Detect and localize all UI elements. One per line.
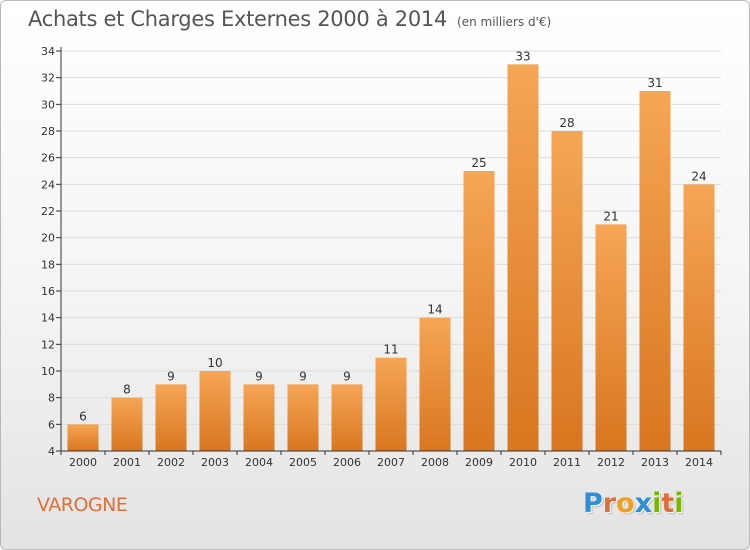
value-label: 31	[647, 76, 662, 90]
logo-letter: t	[661, 488, 675, 519]
x-tick-label: 2012	[597, 456, 625, 469]
x-tick-label: 2010	[509, 456, 537, 469]
x-tick-label: 2014	[685, 456, 713, 469]
x-tick-label: 2002	[157, 456, 185, 469]
title-main: Achats et Charges Externes 2000 à 2014	[28, 7, 448, 31]
bar-2014	[683, 184, 715, 452]
y-tick-label: 22	[41, 205, 55, 218]
x-tick-label: 2003	[201, 456, 229, 469]
x-tick-label: 2013	[641, 456, 669, 469]
label-layer: 4 6 8 10 12 14 16 18 20 22 24 26 28 30 32 34 2000 6 2001 8 2…	[41, 45, 713, 469]
x-tick-label: 2007	[377, 456, 405, 469]
y-tick-label: 18	[41, 258, 55, 271]
x-tick-label: 2008	[421, 456, 449, 469]
place-name: VAROGNE	[37, 494, 128, 516]
y-tick-label: 24	[41, 178, 55, 191]
logo-letter: i	[652, 488, 662, 519]
value-label: 11	[383, 343, 398, 357]
x-tick-label: 2011	[553, 456, 581, 469]
value-label: 6	[79, 409, 87, 423]
y-tick-label: 26	[41, 152, 55, 165]
y-tick-label: 8	[48, 392, 55, 405]
bar-2000	[67, 424, 99, 451]
y-tick-label: 14	[41, 312, 55, 325]
bar-2005	[287, 384, 319, 451]
bar-2013	[639, 91, 671, 451]
bar-2004	[243, 384, 275, 451]
x-tick-label: 2006	[333, 456, 361, 469]
title-unit: (en milliers d'€)	[457, 15, 552, 29]
x-tick-label: 2001	[113, 456, 141, 469]
value-label: 9	[167, 369, 175, 383]
y-tick-label: 12	[41, 338, 55, 351]
bar-2003	[199, 371, 231, 451]
logo-letter: r	[602, 488, 617, 519]
y-tick-label: 4	[48, 445, 55, 458]
logo-letter: i	[674, 488, 684, 519]
chart-title: Achats et Charges Externes 2000 à 2014 (e…	[28, 7, 551, 31]
logo-letter: x	[634, 488, 653, 519]
bar-2008	[419, 317, 451, 451]
bar-2009	[463, 171, 495, 451]
value-label: 28	[559, 116, 574, 130]
y-tick-label: 30	[41, 98, 55, 111]
x-tick-label: 2005	[289, 456, 317, 469]
y-tick-label: 16	[41, 285, 55, 298]
y-tick-label: 6	[48, 418, 55, 431]
logo-letter: P	[583, 488, 603, 519]
bar-layer	[67, 64, 715, 452]
logo-letter: o	[616, 488, 635, 519]
y-tick-label: 28	[41, 125, 55, 138]
bar-2006	[331, 384, 363, 451]
value-label: 33	[515, 49, 530, 63]
value-label: 9	[255, 369, 263, 383]
proxiti-logo: Proxiti	[583, 488, 684, 519]
bar-2007	[375, 357, 407, 451]
x-tick-label: 2000	[69, 456, 97, 469]
bar-2011	[551, 131, 583, 451]
y-tick-label: 20	[41, 232, 55, 245]
bar-2001	[111, 397, 143, 451]
value-label: 8	[123, 383, 131, 397]
value-label: 25	[471, 156, 486, 170]
y-tick-label: 10	[41, 365, 55, 378]
y-tick-label: 34	[41, 45, 55, 58]
value-label: 9	[343, 369, 351, 383]
value-label: 9	[299, 369, 307, 383]
bar-2010	[507, 64, 539, 452]
y-tick-label: 32	[41, 72, 55, 85]
bar-2002	[155, 384, 187, 451]
x-tick-label: 2004	[245, 456, 273, 469]
value-label: 21	[603, 209, 618, 223]
value-label: 14	[427, 303, 442, 317]
bar-2012	[595, 224, 627, 451]
x-tick-label: 2009	[465, 456, 493, 469]
value-label: 10	[207, 356, 222, 370]
value-label: 24	[691, 169, 706, 183]
axis-layer	[56, 47, 722, 455]
